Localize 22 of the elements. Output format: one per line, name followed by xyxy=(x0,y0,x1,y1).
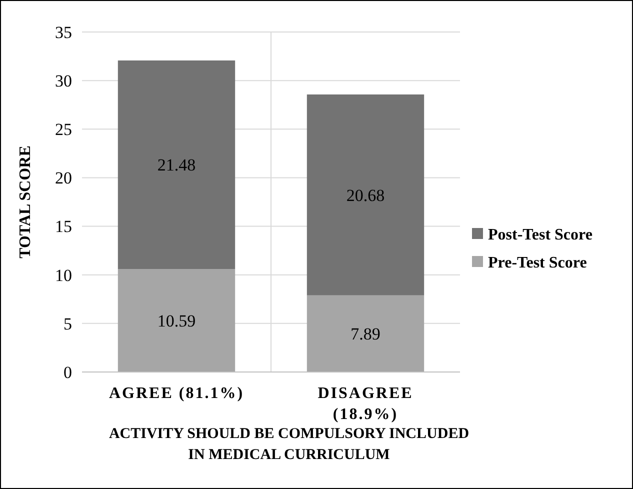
bar xyxy=(306,94,424,296)
bar xyxy=(306,295,424,372)
legend-label: Pre-Test Score xyxy=(488,254,587,272)
x-tick-label: AGREE (81.1%) xyxy=(108,385,244,402)
data-label: 10.59 xyxy=(157,312,196,331)
y-tick-label: 35 xyxy=(55,22,72,42)
bar xyxy=(118,269,236,372)
y-tick-label: 20 xyxy=(55,168,72,188)
data-label: 21.48 xyxy=(157,156,196,175)
data-label: 7.89 xyxy=(350,324,380,344)
y-tick-label: 25 xyxy=(55,120,72,140)
y-tick-label: 30 xyxy=(55,72,72,91)
x-tick-label: DISAGREE (18.9%) xyxy=(318,385,414,423)
data-label: 20.68 xyxy=(346,186,385,205)
y-tick-label: 15 xyxy=(55,217,72,236)
y-tick-label: 5 xyxy=(64,314,72,334)
y-tick-label: 10 xyxy=(55,266,72,285)
bar xyxy=(118,60,236,270)
x-axis-title: ACTIVITY SHOULD BE COMPULSORY INCLUDED IN MEDICAL CURRICULUM xyxy=(108,426,470,463)
y-tick-label: 0 xyxy=(64,362,72,382)
legend-label: Post-Test Score xyxy=(488,226,592,244)
y-axis-title: TOTAL SCORE xyxy=(17,146,34,258)
